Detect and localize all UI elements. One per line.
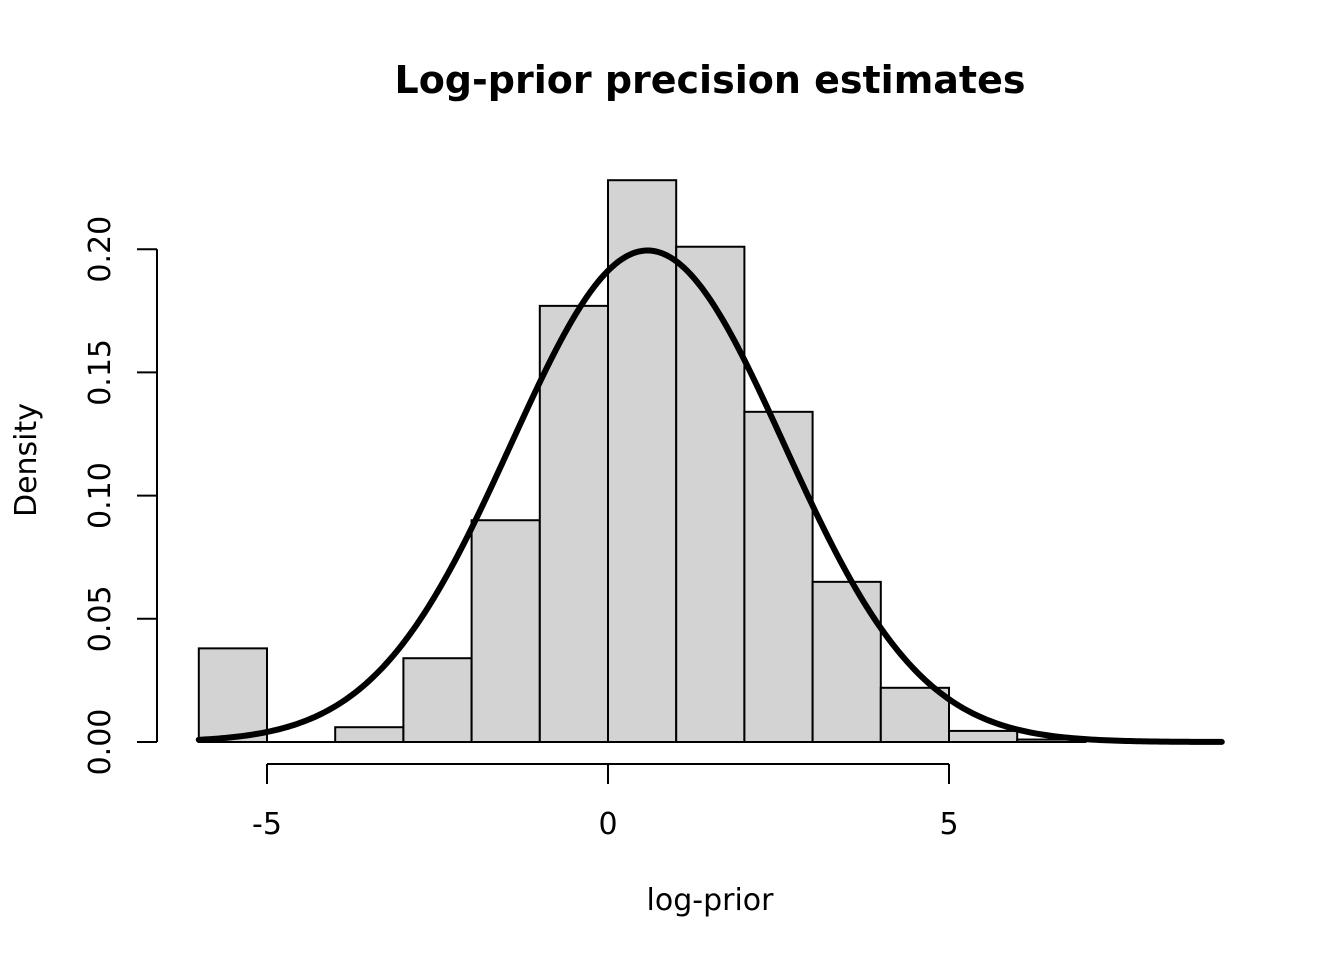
histogram-bar [334,726,405,744]
histogram-bar [948,729,1019,743]
y-tick-label: 0.10 [83,462,118,529]
y-tick-label: 0.20 [83,216,118,283]
histogram-bar [470,519,541,743]
y-tick-label: 0.05 [83,585,118,652]
density-curve [195,247,1225,745]
y-tick-label: 0.00 [83,709,118,776]
y-axis-label: Density [9,403,44,517]
x-tick-label: 0 [598,807,617,842]
histogram-bars [197,179,1087,744]
x-tick-label: -5 [252,807,282,842]
y-tick-label: 0.15 [83,339,118,406]
histogram-bar [538,304,609,743]
histogram-bar [811,580,882,744]
x-axis: -5 0 5 [252,763,959,842]
x-axis-label: log-prior [647,883,775,918]
x-tick-label: 5 [939,807,958,842]
histogram-bar [402,657,473,743]
chart-title: Log-prior precision estimates [394,58,1025,102]
histogram-bar [879,686,950,743]
histogram-bar [197,647,268,743]
y-axis: 0.00 0.05 0.10 0.15 0.20 [83,216,158,776]
histogram-bar [675,245,746,743]
histogram-bar [743,410,814,743]
